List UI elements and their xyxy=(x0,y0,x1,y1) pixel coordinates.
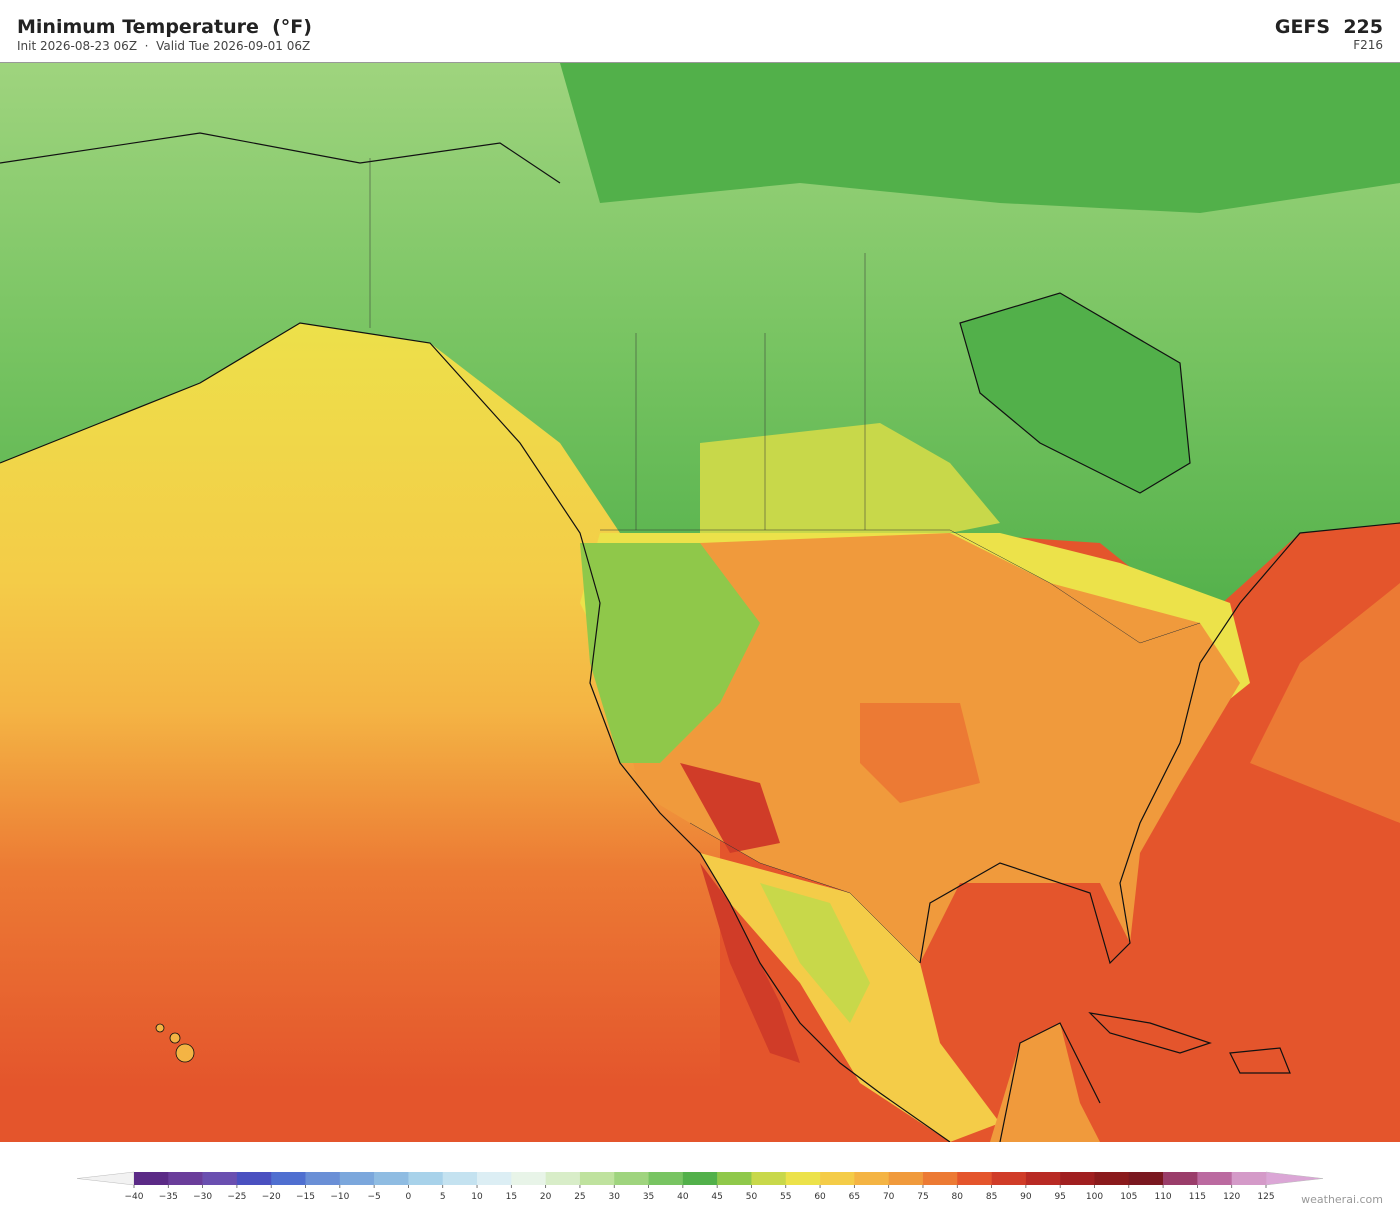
colorbar-box xyxy=(785,1172,821,1185)
colorbar-box xyxy=(648,1172,684,1185)
colorbar-box xyxy=(305,1172,341,1185)
colorbar-tick-label: −30 xyxy=(193,1192,212,1202)
colorbar-box xyxy=(682,1172,718,1185)
colorbar-box xyxy=(236,1172,272,1185)
colorbar-box xyxy=(922,1172,958,1185)
colorbar-tick-label: 65 xyxy=(849,1192,860,1202)
colorbar-tick-label: 90 xyxy=(1020,1192,1032,1202)
colorbar-box xyxy=(1094,1172,1130,1185)
colorbar-box xyxy=(477,1172,512,1185)
colorbar-tick-label: −35 xyxy=(159,1192,178,1202)
colorbar-tick-label: −20 xyxy=(262,1192,281,1202)
colorbar-tick-label: −15 xyxy=(296,1192,315,1202)
map-subtitle: Init 2026-08-23 06Z · Valid Tue 2026-09-… xyxy=(17,39,311,53)
hudson-region xyxy=(960,293,1190,493)
colorbar-tick-label: 0 xyxy=(406,1192,412,1202)
colorbar-box xyxy=(1231,1172,1267,1185)
colorbar-tick-label: −5 xyxy=(367,1192,380,1202)
colorbar-tick-label: 110 xyxy=(1154,1192,1171,1202)
colorbar-tick-label: 40 xyxy=(677,1192,689,1202)
colorbar-tick-label: 35 xyxy=(643,1192,654,1202)
colorbar-tick-label: 75 xyxy=(917,1192,928,1202)
colorbar-tick-label: 120 xyxy=(1223,1192,1240,1202)
colorbar-box xyxy=(511,1172,546,1185)
colorbar-tick-label: 115 xyxy=(1189,1192,1206,1202)
colorbar-tick-label: 10 xyxy=(471,1192,483,1202)
colorbar-box xyxy=(820,1172,855,1185)
colorbar-tick-label: 80 xyxy=(952,1192,964,1202)
colorbar-box xyxy=(888,1172,924,1185)
model-name: GEFS 225 xyxy=(1274,16,1383,38)
colorbar-box xyxy=(1163,1172,1198,1185)
temperature-map xyxy=(0,62,1400,1142)
colorbar-extend-high xyxy=(1265,1171,1324,1186)
plains-warm xyxy=(860,703,980,803)
colorbar-box xyxy=(168,1172,203,1185)
colorbar-box xyxy=(271,1172,306,1185)
colorbar-box xyxy=(717,1172,752,1185)
colorbar: −40 −35 −30 −25 −20 −15 −10 −5 0 5 10 15 20 25 30 35 40 4… xyxy=(76,1171,1324,1202)
arctic-land xyxy=(560,63,1400,213)
colorbar-tick-label: 85 xyxy=(986,1192,997,1202)
colorbar-tick-label: 15 xyxy=(506,1192,517,1202)
colorbar-tick-label: 45 xyxy=(711,1192,722,1202)
colorbar-tick-label: 55 xyxy=(780,1192,791,1202)
colorbar-tick-label: −40 xyxy=(125,1192,144,1202)
prairie-band xyxy=(700,423,1000,533)
colorbar-tick-label: 25 xyxy=(574,1192,585,1202)
west-mountains xyxy=(580,543,760,763)
colorbar-box xyxy=(339,1172,375,1185)
desert-hot xyxy=(680,763,780,853)
colorbar-box xyxy=(854,1172,889,1185)
colorbar-box xyxy=(442,1172,478,1185)
colorbar-box xyxy=(991,1172,1027,1185)
coastlines xyxy=(0,132,1400,1142)
watermark: weatherai.com xyxy=(1301,1193,1383,1206)
colorbar-box xyxy=(545,1172,581,1185)
colorbar-tick-label: 95 xyxy=(1054,1192,1065,1202)
map-title: Minimum Temperature (°F) xyxy=(17,16,312,38)
colorbar-tick-label: 5 xyxy=(440,1192,446,1202)
colorbar-tick-label: 70 xyxy=(883,1192,895,1202)
colorbar-box xyxy=(1128,1172,1164,1185)
colorbar-tick-label: −25 xyxy=(227,1192,246,1202)
colorbar-extend-low xyxy=(76,1171,135,1186)
colorbar-tick-label: 105 xyxy=(1120,1192,1137,1202)
colorbar-box xyxy=(408,1172,444,1185)
colorbar-box xyxy=(957,1172,992,1185)
colorbar-tick-label: 50 xyxy=(746,1192,758,1202)
forecast-hour: F216 xyxy=(1353,38,1383,52)
hawaii xyxy=(155,1023,195,1063)
colorbar-box xyxy=(751,1172,787,1185)
colorbar-tick-label: 100 xyxy=(1086,1192,1103,1202)
colorbar-box xyxy=(374,1172,409,1185)
mexico-highlands xyxy=(760,883,870,1023)
colorbar-box xyxy=(614,1172,649,1185)
colorbar-box xyxy=(579,1172,615,1185)
atlantic-band xyxy=(1250,583,1400,823)
colorbar-tick-label: −10 xyxy=(330,1192,349,1202)
colorbar-box xyxy=(1025,1172,1061,1185)
colorbar-box xyxy=(1060,1172,1095,1185)
colorbar-tick-label: 60 xyxy=(814,1192,826,1202)
colorbar-box xyxy=(202,1172,238,1185)
colorbar-box xyxy=(134,1172,169,1185)
baja-gulf xyxy=(700,863,800,1063)
colorbar-tick-label: 20 xyxy=(540,1192,552,1202)
colorbar-tick-label: 30 xyxy=(609,1192,621,1202)
colorbar-box xyxy=(1197,1172,1232,1185)
borders xyxy=(369,158,1201,964)
colorbar-tick-label: 125 xyxy=(1257,1192,1274,1202)
